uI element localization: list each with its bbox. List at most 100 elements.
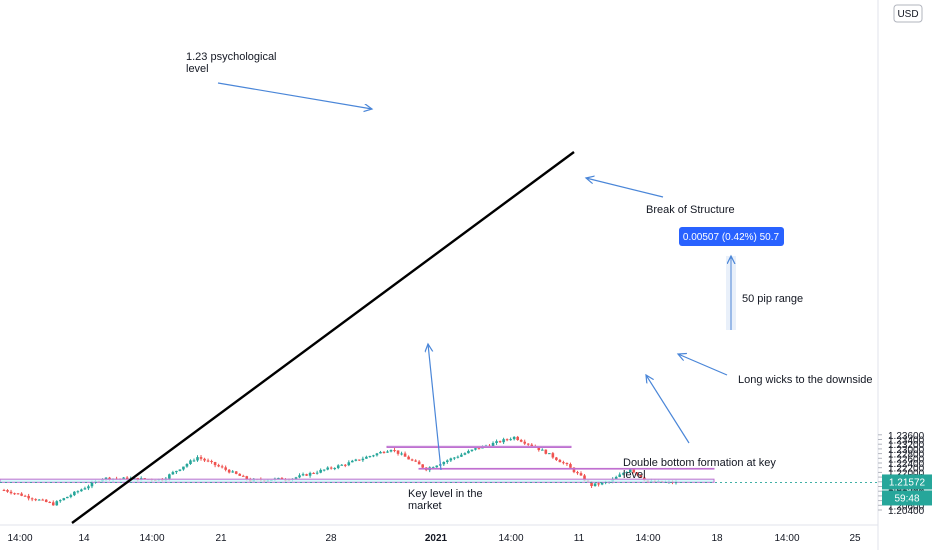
candle-body	[583, 475, 586, 481]
candle-body	[386, 451, 389, 453]
candle	[551, 451, 555, 459]
candle-body	[30, 498, 34, 500]
candle-body	[69, 495, 73, 497]
candle-body	[347, 462, 351, 466]
candle-body	[340, 464, 344, 466]
candle-body	[44, 499, 48, 502]
key-level-arrow	[428, 344, 442, 471]
current-price-tag: 1.21572	[882, 474, 932, 490]
candle	[368, 455, 372, 458]
candle	[189, 459, 192, 465]
structure-zone[interactable]	[418, 467, 715, 470]
candle-body	[27, 495, 30, 499]
measure-badge-text: 0.00507 (0.42%) 50.7	[683, 232, 780, 243]
candle-body	[224, 467, 227, 470]
candle	[618, 472, 622, 478]
candle-body	[83, 488, 87, 490]
candle	[206, 458, 210, 463]
candle	[80, 488, 83, 492]
candle	[400, 451, 403, 456]
candle-body	[312, 472, 315, 474]
candle-body	[569, 464, 572, 468]
candle	[308, 471, 312, 478]
candle-body	[104, 477, 108, 480]
candle-body	[618, 474, 622, 477]
candle-body	[460, 454, 463, 457]
candle-body	[519, 439, 523, 442]
candle	[343, 464, 347, 468]
currency-selector[interactable]: USD	[893, 4, 923, 23]
candle	[558, 458, 562, 463]
candle	[393, 448, 396, 453]
candle	[386, 450, 389, 453]
candle	[498, 440, 502, 444]
key-level-zone[interactable]	[0, 478, 715, 483]
candle-body	[125, 477, 129, 480]
candle-body	[122, 477, 125, 479]
candle	[224, 465, 227, 472]
psychological-zone[interactable]	[386, 445, 572, 448]
candle-body	[210, 461, 213, 463]
candle-body	[446, 460, 449, 462]
candle-body	[537, 447, 541, 451]
candle	[621, 472, 625, 476]
candle-body	[37, 499, 41, 501]
candle-body	[523, 441, 527, 444]
zones	[0, 445, 878, 483]
candle-body	[168, 474, 171, 479]
countdown-tag: 59:48	[882, 490, 932, 506]
candle	[315, 470, 319, 475]
candle	[182, 466, 185, 471]
candle	[435, 465, 439, 468]
time-tick-label: 2021	[425, 533, 448, 544]
candle-body	[410, 459, 414, 461]
price-tick-label: 1.23200	[888, 440, 925, 451]
candle	[431, 466, 435, 469]
candle	[192, 458, 196, 462]
candle	[407, 455, 410, 460]
candle-body	[203, 458, 206, 461]
candle-body	[393, 450, 396, 452]
candle-body	[241, 475, 245, 477]
candle-body	[76, 491, 80, 493]
candle-body	[576, 472, 579, 474]
trend-line[interactable]	[71, 151, 575, 524]
candle-body	[474, 448, 477, 450]
candle	[199, 455, 203, 461]
candle-body	[171, 472, 175, 475]
candle-body	[396, 450, 400, 454]
candle-body	[505, 439, 509, 441]
candle-body	[182, 466, 185, 470]
candle-body	[449, 458, 453, 461]
candle-body	[354, 459, 358, 461]
candle	[41, 498, 45, 501]
countdown-bg	[882, 490, 932, 506]
candle-body	[294, 477, 298, 479]
candle	[16, 493, 20, 495]
candle	[227, 469, 231, 474]
psych-label-line1: 1.23 psychological	[186, 51, 277, 63]
double-bottom-arrow	[646, 375, 690, 444]
candle-body	[51, 502, 55, 506]
candle-body	[231, 471, 234, 473]
time-tick-label: 18	[711, 533, 723, 544]
candle	[372, 454, 375, 458]
candle-body	[16, 493, 20, 495]
candle-body	[178, 469, 182, 471]
candle	[20, 492, 23, 497]
candle	[565, 462, 569, 466]
measure-badge[interactable]: 0.00507 (0.42%) 50.7	[679, 227, 784, 246]
candle	[305, 473, 308, 476]
candle-body	[551, 453, 555, 458]
candle-body	[343, 464, 347, 466]
candle	[329, 466, 333, 470]
candle-body	[358, 459, 361, 461]
candle	[234, 471, 238, 475]
candle-body	[90, 482, 94, 487]
candle-body	[87, 486, 90, 489]
candle	[453, 457, 456, 461]
currency-box	[893, 4, 923, 23]
candle-body	[491, 442, 495, 446]
